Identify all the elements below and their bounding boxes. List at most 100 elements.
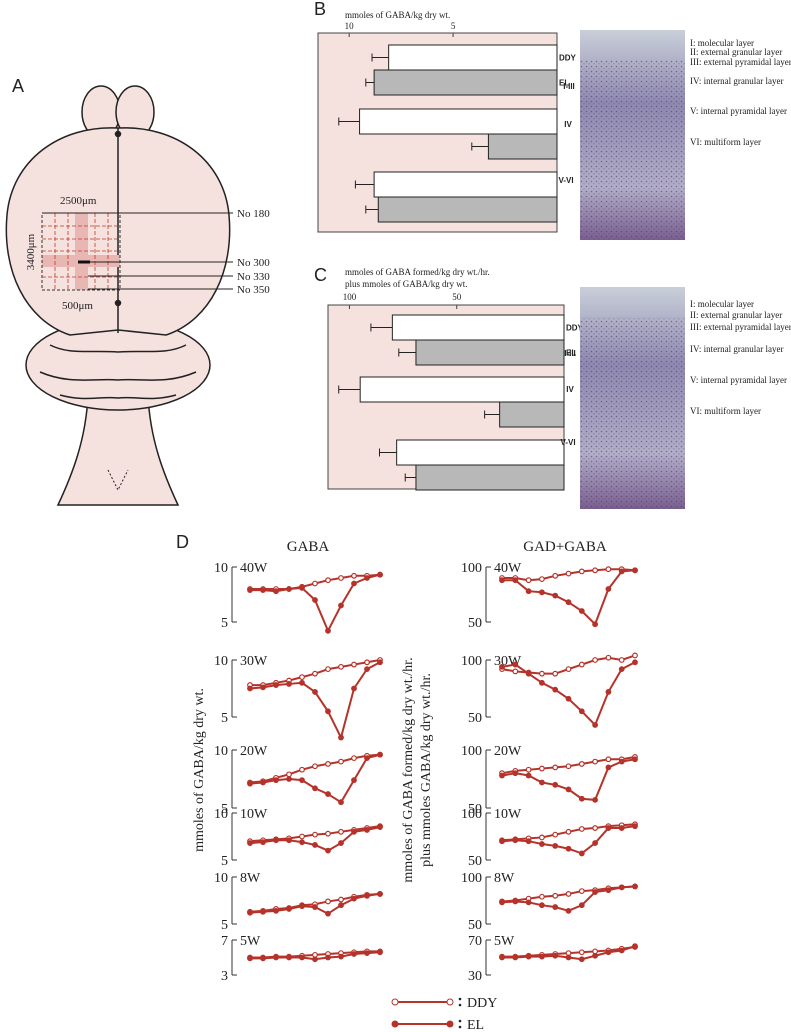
section-label: No 350 [237,284,270,296]
legend-label: DDY [467,996,497,1011]
point [565,891,572,897]
y-tick-label: 5 [221,711,228,726]
column-title: GABA [287,539,330,555]
point [552,572,559,579]
point [325,954,331,961]
point [539,834,545,841]
subplot-label: 20W [240,744,268,759]
point [618,758,625,765]
point [364,575,370,581]
point [377,659,383,666]
brainstem-mark [107,469,129,492]
subplot-label: 8W [494,871,515,886]
dimension-label: 500μm [62,300,93,312]
y-tick-label: 5 [221,616,228,631]
point [592,796,598,803]
point [512,770,519,777]
point [565,828,572,835]
legend-colon [458,1025,462,1029]
point [539,893,545,900]
subplot-label: 40W [494,561,522,576]
point [299,679,305,686]
layer-label: II: external granular layer [690,47,782,57]
point [605,949,612,956]
point [632,943,638,950]
point [286,954,292,961]
y-tick-label: 100 [461,561,482,576]
point [312,831,318,838]
y-tick-label: 100 [461,744,482,759]
point [632,756,638,763]
subplot-label: 10W [240,807,268,822]
point [499,954,505,961]
point [592,758,598,765]
subplot-label: 5W [494,934,515,949]
y-tick-label: 3 [221,969,228,984]
point [565,907,572,914]
error-bar [378,448,397,457]
error-bar [338,385,361,394]
point [512,577,519,584]
point [351,777,357,784]
y-tick-label: 50 [468,711,482,726]
brainstem [56,394,180,506]
point [565,845,572,852]
point [512,661,519,668]
point [325,847,331,854]
point [618,884,625,891]
section-grid [41,212,233,291]
point [605,764,612,771]
point [338,902,344,909]
point [539,679,545,686]
point [338,799,344,806]
point [338,840,344,846]
y-tick-label: 50 [468,918,482,933]
point [364,950,370,957]
point [632,883,638,890]
point [312,956,318,963]
point [351,572,357,579]
layer-label: VI: multiform layer [690,406,761,416]
point [578,949,585,956]
x-axis-title: mmoles of GABA formed/kg dry wt./hr. [345,267,490,277]
point [338,953,344,960]
point [286,586,292,592]
point [592,657,598,663]
bar [377,196,558,223]
point [299,766,305,773]
point [338,663,344,670]
point [525,953,532,960]
point [512,837,519,844]
error-bar [338,117,360,126]
series-line [249,753,381,804]
point [247,780,253,787]
point [605,689,612,695]
point [592,567,598,574]
point [525,670,532,677]
legend-marker [446,998,454,1006]
point [299,903,305,910]
point [260,908,266,915]
point [605,887,612,894]
point [605,756,612,763]
point [351,755,357,762]
point [552,781,559,788]
panel-label: A [12,76,24,96]
point [364,755,370,762]
y-axis-title: mmoles of GABA/kg dry wt. [192,688,207,852]
point [312,842,318,848]
point [377,891,383,897]
point [578,661,585,668]
layer-label: III: external pyramidal layer [690,57,791,67]
point [552,904,559,910]
point [552,831,559,838]
point [286,776,292,782]
y-tick-label: 100 [461,871,482,886]
section-label: No 180 [237,208,270,220]
y-axis-title: plus mmoles GABA/kg dry wt./hr. [419,673,434,867]
point [377,949,383,956]
bar [396,439,565,466]
point [338,602,344,609]
legend-colon [458,997,462,1001]
point [632,652,638,659]
